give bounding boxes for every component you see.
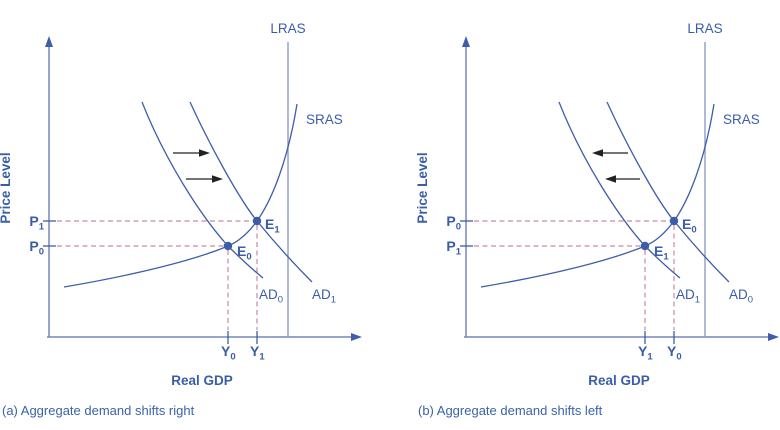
- y-axis-title: Price Level: [415, 152, 430, 223]
- price-top-label: P0: [446, 213, 461, 233]
- shift-left-arrowhead-top-icon: [592, 149, 603, 157]
- output-right-label: Y0: [667, 343, 682, 363]
- panel-a-figure: LRAS SRAS P1 P0 E1 E0 AD0 AD1 Y0 Y1 Real…: [0, 21, 362, 418]
- equilibrium-lower-label: E0: [237, 243, 252, 263]
- equilibrium-upper-label: E0: [682, 216, 697, 236]
- y-axis-arrowhead-icon: [462, 36, 470, 47]
- lras-label: LRAS: [687, 21, 722, 36]
- output-right-label: Y1: [250, 343, 265, 363]
- ad-left-curve: [141, 101, 264, 279]
- panel-b-diagram-group: LRAS SRAS P0 P1 E0 E1 AD1 AD0 Y1 Y0 Real…: [415, 21, 779, 388]
- shift-right-arrowhead-top-icon: [199, 149, 210, 157]
- panel-caption: (a) Aggregate demand shifts right: [2, 403, 195, 418]
- equilibrium-point-upper: [669, 216, 679, 226]
- equilibrium-point-lower: [223, 241, 233, 251]
- output-left-label: Y0: [221, 343, 236, 363]
- ad-right-label: AD1: [312, 287, 336, 306]
- price-bottom-label: P1: [446, 238, 461, 258]
- x-axis-title: Real GDP: [588, 373, 650, 388]
- panel-caption: (b) Aggregate demand shifts left: [418, 403, 603, 418]
- output-left-label: Y1: [638, 343, 653, 363]
- panel-b-figure: LRAS SRAS P0 P1 E0 E1 AD1 AD0 Y1 Y0 Real…: [415, 21, 779, 418]
- panel-ad-shift-right: LRAS SRAS P1 P0 E1 E0 AD0 AD1 Y0 Y1 Real…: [0, 21, 362, 418]
- sras-curve: [63, 103, 298, 288]
- ad-left-label: AD0: [259, 287, 283, 306]
- equilibrium-point-upper: [252, 216, 262, 226]
- y-axis-arrowhead-icon: [45, 36, 53, 47]
- x-axis-arrowhead-icon: [768, 333, 779, 341]
- equilibrium-lower-label: E1: [654, 243, 669, 263]
- panel-ad-shift-left: LRAS SRAS P0 P1 E0 E1 AD1 AD0 Y1 Y0 Real…: [390, 0, 780, 430]
- equilibrium-point-lower: [640, 241, 650, 251]
- ad-right-label: AD0: [729, 287, 753, 306]
- ad-left-label: AD1: [676, 287, 700, 306]
- sras-label: SRAS: [306, 112, 343, 127]
- equilibrium-upper-label: E1: [265, 216, 280, 236]
- x-axis-arrowhead-icon: [351, 333, 362, 341]
- price-top-label: P1: [29, 213, 44, 233]
- sras-label: SRAS: [723, 112, 760, 127]
- shift-right-arrowhead-bottom-icon: [212, 175, 223, 183]
- ad-left-curve: [558, 101, 681, 279]
- y-axis-title: Price Level: [0, 152, 13, 223]
- lras-label: LRAS: [270, 21, 305, 36]
- shift-left-arrowhead-bottom-icon: [605, 175, 616, 183]
- x-axis-title: Real GDP: [171, 373, 233, 388]
- sras-curve: [480, 103, 715, 288]
- price-bottom-label: P0: [29, 238, 44, 258]
